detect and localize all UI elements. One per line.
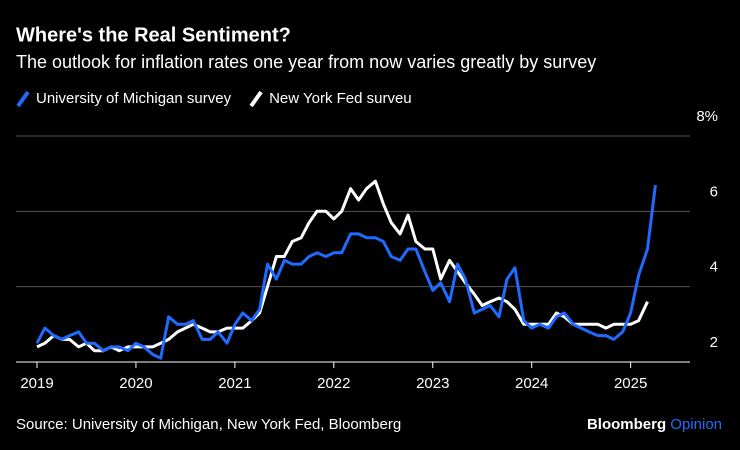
x-tick-label: 2021: [218, 375, 251, 392]
x-tick-label: 2019: [20, 375, 53, 392]
chart-title: Where's the Real Sentiment?: [16, 24, 291, 46]
series-line: [35, 184, 657, 360]
brand-name: Bloomberg: [587, 416, 666, 433]
source: Source: University of Michigan, New York…: [16, 416, 401, 433]
series-line: [36, 179, 649, 353]
y-tick-label: 4: [710, 259, 718, 276]
legend-label: University of Michigan survey: [36, 90, 232, 107]
x-tick-label: 2020: [119, 375, 152, 392]
y-tick-label: 6: [710, 183, 718, 200]
chart-subtitle: The outlook for inflation rates one year…: [16, 52, 596, 72]
x-tick-label: 2022: [317, 375, 350, 392]
legend-swatch: [249, 90, 263, 108]
x-tick-label: 2023: [416, 375, 449, 392]
brand-suffix: Opinion: [670, 416, 722, 433]
x-tick-label: 2025: [614, 375, 647, 392]
legend-label: New York Fed surveu: [269, 90, 412, 107]
brand: Bloomberg Opinion: [587, 416, 722, 433]
legend-swatch: [16, 90, 30, 108]
y-tick-label: 8%: [696, 108, 718, 125]
x-tick-label: 2024: [515, 375, 548, 392]
y-tick-label: 2: [710, 334, 718, 351]
